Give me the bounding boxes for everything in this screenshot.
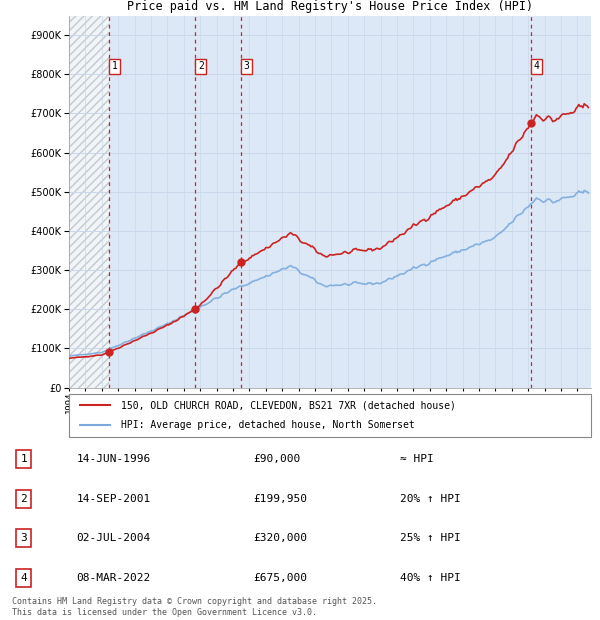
Text: 2: 2	[198, 61, 204, 71]
Text: 02-JUL-2004: 02-JUL-2004	[77, 533, 151, 543]
Text: £675,000: £675,000	[253, 573, 307, 583]
Text: £90,000: £90,000	[253, 454, 300, 464]
Text: 20% ↑ HPI: 20% ↑ HPI	[400, 494, 461, 503]
Text: HPI: Average price, detached house, North Somerset: HPI: Average price, detached house, Nort…	[121, 420, 415, 430]
Text: ≈ HPI: ≈ HPI	[400, 454, 434, 464]
Text: 150, OLD CHURCH ROAD, CLEVEDON, BS21 7XR (detached house): 150, OLD CHURCH ROAD, CLEVEDON, BS21 7XR…	[121, 401, 456, 410]
Text: 3: 3	[244, 61, 250, 71]
Text: 2: 2	[20, 494, 27, 503]
Text: £320,000: £320,000	[253, 533, 307, 543]
Text: £199,950: £199,950	[253, 494, 307, 503]
Text: Contains HM Land Registry data © Crown copyright and database right 2025.
This d: Contains HM Land Registry data © Crown c…	[12, 598, 377, 617]
FancyBboxPatch shape	[69, 394, 591, 437]
Text: 3: 3	[20, 533, 27, 543]
Text: 4: 4	[20, 573, 27, 583]
Text: 08-MAR-2022: 08-MAR-2022	[77, 573, 151, 583]
Title: 150, OLD CHURCH ROAD, CLEVEDON, BS21 7XR
Price paid vs. HM Land Registry's House: 150, OLD CHURCH ROAD, CLEVEDON, BS21 7XR…	[127, 0, 533, 13]
Text: 1: 1	[112, 61, 118, 71]
Bar	[69, 16, 109, 388]
Text: 4: 4	[533, 61, 539, 71]
Text: 40% ↑ HPI: 40% ↑ HPI	[400, 573, 461, 583]
Text: 14-SEP-2001: 14-SEP-2001	[77, 494, 151, 503]
Text: 14-JUN-1996: 14-JUN-1996	[77, 454, 151, 464]
Text: 1: 1	[20, 454, 27, 464]
Text: 25% ↑ HPI: 25% ↑ HPI	[400, 533, 461, 543]
